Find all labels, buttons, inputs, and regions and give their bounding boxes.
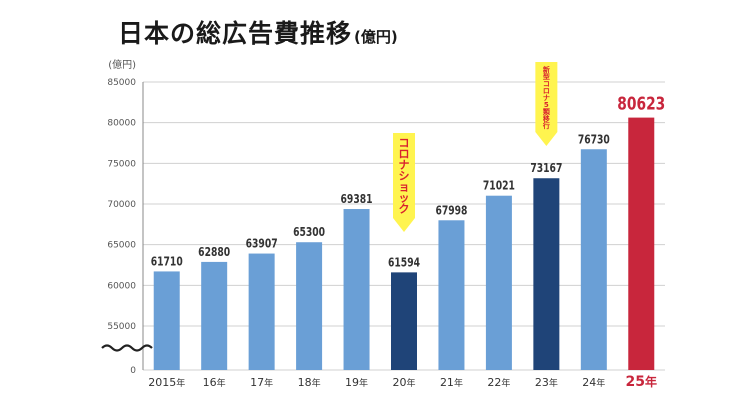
annotation-callout-20 <box>393 133 415 232</box>
annotation-char: コ <box>399 136 410 149</box>
x-tick-label: 24年 <box>582 376 605 389</box>
annotation-char: 移 <box>543 114 550 123</box>
value-label: 73167 <box>530 161 562 175</box>
annotation-char: ク <box>399 202 410 215</box>
value-label: 61594 <box>388 255 420 269</box>
y-tick-label: 0 <box>130 366 136 376</box>
bar-17 <box>248 253 275 370</box>
y-tick-label: 65000 <box>107 241 136 251</box>
bar-16 <box>201 261 228 370</box>
bar-19 <box>343 209 370 370</box>
bar-20 <box>391 272 417 370</box>
chart-title: 日本の総広告費推移 (億円) <box>118 14 398 50</box>
value-label: 67998 <box>435 203 467 217</box>
annotation-char: 行 <box>542 121 550 130</box>
annotation-char: ッ <box>399 191 410 204</box>
annotation-char: シ <box>399 169 410 182</box>
annotation-char: ナ <box>543 94 550 102</box>
annotation-callout-23 <box>535 62 558 146</box>
x-tick-label: 19年 <box>345 376 368 389</box>
y-tick-label: 75000 <box>107 159 136 169</box>
value-label: 62880 <box>198 245 230 259</box>
annotation-char: コ <box>543 80 550 88</box>
axis-break-squiggle <box>101 344 153 352</box>
chart-title-text: 日本の総広告費推移 <box>118 19 353 48</box>
bar-25 <box>628 117 655 370</box>
value-label: 80623 <box>617 94 665 115</box>
value-label: 71021 <box>483 179 515 193</box>
x-tick-label: 17年 <box>250 376 273 389</box>
x-tick-label: 22年 <box>487 376 510 389</box>
y-tick-label: 55000 <box>107 322 136 332</box>
bar-18 <box>296 242 323 370</box>
x-tick-label: 23年 <box>535 376 558 389</box>
y-tick-label: 60000 <box>107 281 136 291</box>
value-label: 61710 <box>151 254 183 268</box>
x-tick-label: 2015年 <box>148 376 185 389</box>
annotation-char: 新 <box>543 65 550 74</box>
value-label: 63907 <box>246 237 278 251</box>
x-tick-label: 25年 <box>626 374 658 390</box>
annotation-char: 型 <box>543 72 550 81</box>
x-tick-label: 20年 <box>392 376 415 389</box>
annotation-char: ョ <box>399 180 410 193</box>
bar-2015 <box>153 271 180 370</box>
annotation-char: ロ <box>399 147 410 160</box>
chart-title-unit: (億円) <box>354 28 398 46</box>
bar-23 <box>533 178 560 370</box>
value-label: 76730 <box>578 132 610 146</box>
bar-21 <box>438 220 465 370</box>
annotation-char: ロ <box>543 87 550 95</box>
y-tick-label: 70000 <box>107 200 136 210</box>
annotation-char: ナ <box>399 158 410 171</box>
x-tick-label: 16年 <box>203 376 226 389</box>
annotation-char: 5 <box>544 101 549 109</box>
y-axis-unit: (億円) <box>108 58 136 71</box>
value-label: 65300 <box>293 225 325 239</box>
value-label: 69381 <box>341 192 373 206</box>
y-tick-label: 85000 <box>107 78 136 88</box>
x-tick-label: 21年 <box>440 376 463 389</box>
x-tick-label: 18年 <box>298 376 321 389</box>
annotation-char: 類 <box>542 107 551 116</box>
bar-22 <box>485 195 512 370</box>
y-tick-label: 80000 <box>107 119 136 129</box>
bar-24 <box>580 149 607 370</box>
